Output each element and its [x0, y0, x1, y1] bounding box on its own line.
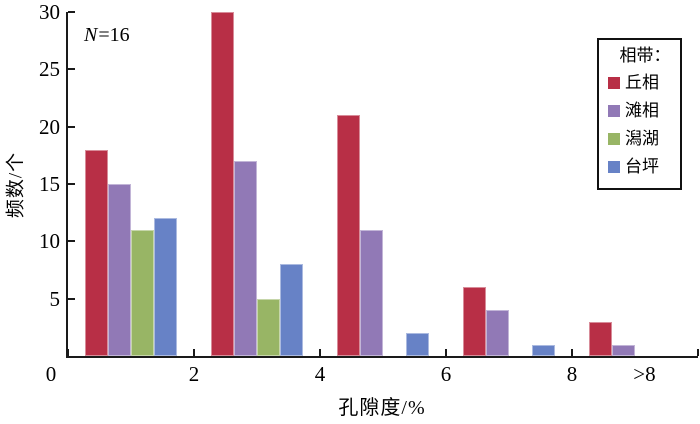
x-axis-tick	[193, 349, 195, 356]
legend-item-label: 台坪	[625, 157, 659, 176]
y-tick-label: 20	[39, 114, 60, 139]
legend-swatch-icon	[608, 161, 620, 173]
bar-潟湖-0-2	[131, 229, 154, 356]
legend-item-label: 丘相	[625, 73, 659, 92]
y-tick-label: 15	[39, 172, 60, 196]
y-tick-label: 30	[39, 0, 60, 24]
legend-item-潟湖: 潟湖	[608, 125, 659, 153]
x-tick-label: 0	[45, 362, 57, 386]
y-axis-tick	[68, 68, 75, 71]
y-tick-label: 5	[49, 286, 61, 311]
bar-滩相-4-6	[360, 229, 383, 356]
bar-丘相->8	[589, 321, 612, 356]
y-axis-tick	[68, 183, 75, 185]
legend-item-label: 滩相	[625, 101, 659, 120]
x-axis-tick	[445, 349, 447, 356]
bar-滩相-2-4	[234, 161, 257, 356]
x-axis-tick	[571, 349, 573, 356]
legend: 相带： 丘相滩相潟湖台坪	[597, 38, 682, 190]
y-axis-tick	[68, 125, 75, 128]
y-tick-label: 25	[39, 57, 60, 82]
legend-item-label: 潟湖	[625, 129, 659, 148]
bar-台坪-2-4	[280, 264, 303, 356]
y-tick-label: 10	[39, 229, 60, 254]
bar-丘相-6-8	[463, 287, 486, 356]
plot-area: 0 2 4 6 8 >8 5 10 15 20 25 30	[39, 1, 699, 386]
legend-item-滩相: 滩相	[608, 97, 659, 125]
annotation-variable: N	[84, 24, 98, 46]
bar-丘相-4-6	[337, 115, 360, 356]
x-tick-label: 6	[440, 362, 452, 386]
legend-title: 相带：	[619, 46, 671, 65]
x-tick-label: 4	[314, 362, 326, 386]
legend-swatch-icon	[608, 133, 620, 145]
y-axis-tick	[68, 297, 75, 300]
bar-滩相-6-8	[486, 310, 509, 356]
bar-滩相->8	[612, 344, 635, 356]
bar-台坪-6-8	[532, 344, 555, 356]
bar-丘相-2-4	[211, 12, 234, 356]
bar-丘相-0-2	[85, 149, 108, 356]
bar-台坪-4-6	[406, 333, 429, 356]
annotation-value: =16	[98, 24, 130, 46]
legend-item-台坪: 台坪	[608, 153, 659, 181]
x-axis-tick	[67, 349, 69, 356]
bar-台坪-0-2	[154, 218, 177, 356]
x-axis-tick	[697, 349, 699, 356]
legend-item-丘相: 丘相	[608, 69, 659, 97]
legend-items: 丘相 滩相 潟湖 台坪	[608, 69, 659, 181]
x-tick-label: 2	[188, 362, 200, 386]
x-overflow-tick-label: >8	[633, 362, 656, 386]
x-axis-tick	[319, 349, 321, 356]
x-axis-label: 孔隙度/%	[338, 397, 426, 419]
y-axis-tick	[68, 240, 75, 243]
bar-滩相-0-2	[108, 184, 131, 356]
legend-swatch-icon	[608, 77, 620, 89]
bar-潟湖-2-4	[257, 298, 280, 356]
y-axis-tick	[68, 11, 75, 13]
legend-swatch-icon	[608, 105, 620, 117]
sample-count-annotation: N=16	[84, 24, 130, 47]
x-tick-label: 8	[566, 362, 578, 386]
